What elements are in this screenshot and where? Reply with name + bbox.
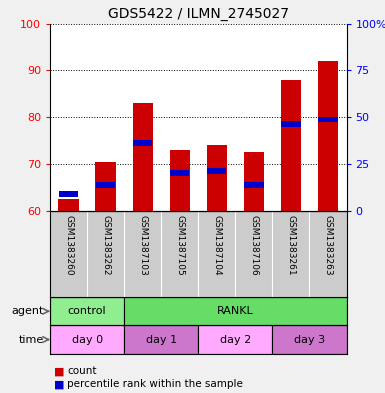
Bar [281,80,301,211]
Bar [244,182,264,188]
Bar [132,103,153,211]
Text: count: count [67,366,97,376]
Bar [281,121,301,127]
Text: day 2: day 2 [220,334,251,345]
Text: ■: ■ [54,379,64,389]
Bar [96,182,115,188]
Bar [207,168,226,174]
Text: GSM1383260: GSM1383260 [64,215,73,275]
Bar [169,150,190,211]
Text: RANKL: RANKL [217,306,254,316]
Bar [124,297,346,325]
Bar [273,325,346,354]
Text: percentile rank within the sample: percentile rank within the sample [67,379,243,389]
Text: day 1: day 1 [146,334,177,345]
Text: GSM1387105: GSM1387105 [175,215,184,276]
Bar [244,152,264,211]
Bar [95,162,116,211]
Text: ■: ■ [54,366,64,376]
Bar [124,325,198,354]
Bar [170,171,189,176]
Text: agent: agent [12,306,44,316]
Text: GSM1383261: GSM1383261 [286,215,295,275]
Text: time: time [19,334,44,345]
Text: GSM1383262: GSM1383262 [101,215,110,275]
Text: day 3: day 3 [294,334,325,345]
Bar [318,117,338,122]
Bar [133,140,152,146]
Bar [318,61,338,211]
Text: day 0: day 0 [72,334,103,345]
Bar [59,199,79,211]
Text: GSM1387103: GSM1387103 [138,215,147,276]
Bar [50,297,124,325]
Text: GSM1387104: GSM1387104 [212,215,221,275]
Title: GDS5422 / ILMN_2745027: GDS5422 / ILMN_2745027 [108,7,289,21]
Bar [198,325,273,354]
Text: control: control [68,306,106,316]
Bar [59,191,78,197]
Text: GSM1383263: GSM1383263 [323,215,333,275]
Text: GSM1387106: GSM1387106 [249,215,258,276]
Bar [207,145,227,211]
Bar [50,325,124,354]
